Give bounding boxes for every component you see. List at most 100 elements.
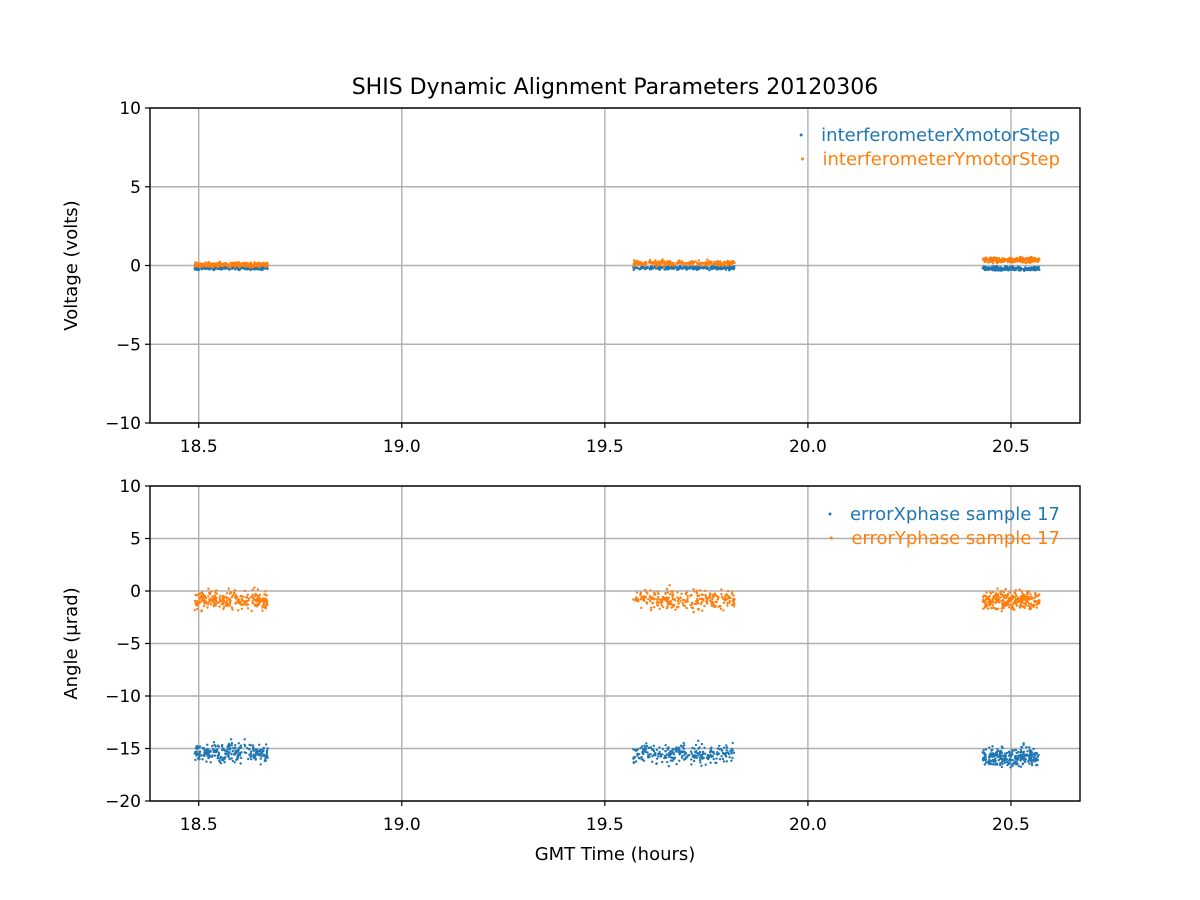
- data-point: [632, 761, 636, 765]
- data-point: [265, 600, 269, 603]
- data-point: [633, 748, 637, 752]
- data-point: [1011, 605, 1014, 608]
- data-point: [213, 754, 217, 757]
- data-point: [240, 594, 243, 598]
- series-errorYphase sample 17: [193, 584, 1041, 614]
- data-point: [266, 747, 269, 750]
- data-point: [730, 759, 733, 762]
- data-point: [259, 763, 262, 766]
- data-point: [1024, 602, 1027, 606]
- data-point: [1018, 604, 1021, 608]
- data-point: [998, 259, 1002, 262]
- data-point: [1027, 598, 1031, 601]
- data-point: [1026, 600, 1029, 604]
- data-point: [700, 755, 704, 758]
- data-point: [1000, 765, 1004, 769]
- data-point: [206, 606, 209, 609]
- data-point: [213, 264, 216, 267]
- data-point: [220, 262, 223, 266]
- data-point: [1011, 758, 1014, 762]
- data-point: [661, 605, 665, 609]
- data-point: [726, 266, 729, 270]
- chart-title: SHIS Dynamic Alignment Parameters 201203…: [352, 75, 879, 100]
- data-point: [1006, 763, 1009, 767]
- data-point: [646, 592, 649, 595]
- data-point: [1005, 596, 1008, 600]
- data-point: [983, 757, 986, 760]
- data-point: [728, 596, 731, 599]
- data-point: [732, 751, 736, 754]
- data-point: [259, 599, 263, 602]
- data-point: [648, 599, 652, 603]
- series-interferometerYmotorStep: [193, 255, 1041, 269]
- data-point: [1013, 608, 1016, 612]
- data-point: [1010, 607, 1013, 611]
- data-point: [695, 589, 699, 592]
- data-point: [655, 601, 658, 604]
- data-point: [716, 751, 719, 754]
- data-point: [236, 595, 239, 598]
- data-point: [234, 602, 237, 605]
- data-point: [647, 597, 650, 601]
- data-point: [988, 268, 992, 271]
- data-point: [224, 750, 227, 753]
- data-point: [227, 746, 230, 749]
- data-point: [1009, 265, 1012, 269]
- data-point: [208, 598, 211, 601]
- data-point: [1022, 260, 1025, 263]
- data-point: [256, 749, 259, 752]
- data-point: [230, 741, 234, 745]
- data-point: [983, 268, 987, 272]
- data-point: [690, 260, 694, 263]
- data-point: [996, 593, 1000, 596]
- data-point: [726, 601, 729, 605]
- data-point: [732, 600, 735, 603]
- data-point: [690, 593, 693, 597]
- data-point: [1022, 742, 1025, 745]
- data-point: [228, 268, 231, 271]
- data-point: [692, 759, 696, 763]
- data-point: [655, 762, 658, 766]
- data-point: [254, 594, 257, 598]
- data-point: [1019, 765, 1023, 768]
- data-point: [665, 268, 668, 271]
- data-point: [243, 743, 246, 746]
- y-axis-label: Voltage (volts): [61, 200, 82, 330]
- data-point: [1008, 757, 1012, 760]
- data-point: [1034, 752, 1038, 756]
- data-point: [668, 584, 671, 587]
- data-point: [1017, 755, 1020, 759]
- data-point: [727, 264, 730, 267]
- data-point: [200, 265, 204, 268]
- data-point: [248, 753, 251, 756]
- data-point: [259, 753, 262, 756]
- data-point: [202, 753, 205, 757]
- data-point: [699, 602, 702, 606]
- data-point: [250, 758, 253, 761]
- data-point: [194, 261, 197, 264]
- data-point: [212, 605, 215, 608]
- data-point: [263, 603, 266, 607]
- data-point: [723, 746, 726, 749]
- data-point: [720, 755, 723, 758]
- x-tick-label: 19.5: [586, 815, 624, 835]
- data-point: [665, 587, 669, 591]
- data-point: [981, 751, 985, 754]
- data-point: [984, 755, 987, 758]
- y-tick-label: −15: [105, 740, 141, 760]
- data-point: [1001, 594, 1004, 597]
- data-point: [231, 594, 235, 597]
- data-point: [259, 265, 262, 268]
- x-tick-label: 19.0: [383, 437, 421, 457]
- data-point: [666, 760, 669, 764]
- data-point: [703, 604, 706, 608]
- data-point: [1014, 597, 1018, 601]
- data-point: [691, 606, 695, 610]
- data-point: [664, 744, 667, 747]
- data-point: [988, 762, 991, 766]
- data-point: [1032, 752, 1036, 755]
- data-point: [720, 593, 723, 596]
- data-point: [676, 591, 679, 594]
- data-point: [658, 598, 661, 601]
- data-point: [246, 607, 250, 610]
